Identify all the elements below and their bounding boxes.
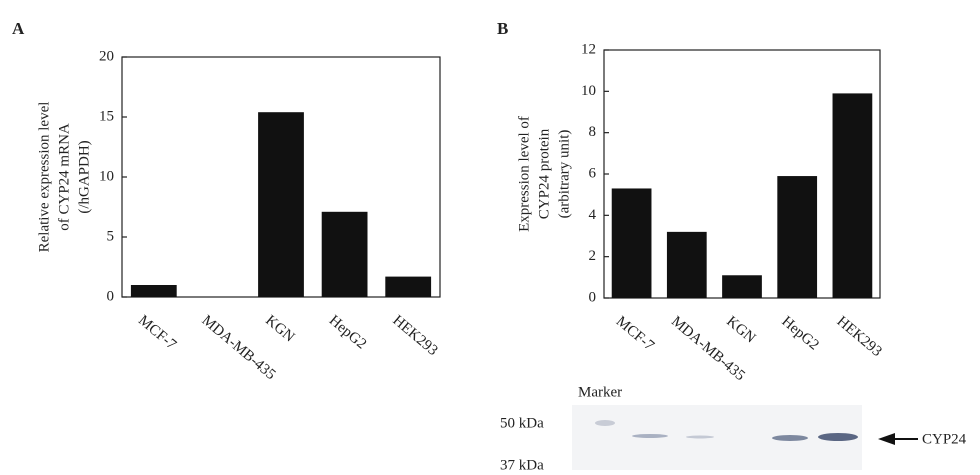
y-tick-label: 5 [107, 228, 115, 244]
y-tick-label: 10 [581, 83, 596, 99]
panel-label: A [12, 19, 25, 38]
bar [258, 112, 304, 297]
x-tick-label: HEK293 [389, 312, 440, 359]
bar [612, 188, 652, 298]
y-tick-label: 6 [589, 165, 597, 181]
size-label: 50 kDa [500, 415, 544, 431]
panel-label: B [497, 19, 508, 38]
y-axis-label: CYP24 protein [536, 128, 552, 219]
y-tick-label: 2 [589, 248, 597, 264]
y-tick-label: 15 [99, 108, 114, 124]
blot-band [772, 435, 808, 441]
marker-label: Marker [578, 384, 622, 400]
figure: Marker 50 kDa 37 kDa CYP24 A Relative exp… [0, 0, 980, 475]
bar [667, 232, 707, 298]
y-tick-label: 8 [589, 124, 597, 140]
blot-band [632, 434, 668, 438]
y-axis-label: Relative expression level [36, 102, 52, 253]
blot-band [686, 436, 714, 439]
x-tick-label: HepG2 [326, 312, 369, 352]
x-tick-label: MCF-7 [135, 312, 180, 353]
bar [322, 212, 368, 297]
y-axis-label: (/hGAPDH) [76, 140, 92, 213]
bar [777, 176, 817, 298]
blot-band [818, 433, 858, 441]
bar [131, 285, 177, 297]
y-axis-label: of CYP24 mRNA [56, 123, 72, 231]
x-tick-label: KGN [262, 312, 297, 345]
y-tick-label: 12 [581, 41, 596, 57]
arrowhead [878, 433, 895, 445]
y-tick-label: 10 [99, 168, 114, 184]
bar [833, 93, 873, 298]
x-tick-label: MCF-7 [613, 313, 658, 354]
y-tick-label: 0 [107, 288, 115, 304]
y-tick-label: 4 [589, 207, 597, 223]
x-tick-label: HepG2 [778, 313, 821, 353]
y-axis-label: Expression level of [516, 116, 532, 232]
size-label: 37 kDa [500, 457, 544, 473]
marker-band [595, 420, 615, 426]
bar [722, 275, 762, 298]
y-tick-label: 20 [99, 48, 114, 64]
x-tick-label: KGN [723, 313, 758, 346]
y-axis-label: (arbitrary unit) [556, 130, 572, 219]
bar [385, 277, 431, 297]
band-label: CYP24 [922, 431, 967, 447]
x-tick-label: HEK293 [834, 313, 885, 360]
y-tick-label: 0 [589, 289, 597, 305]
